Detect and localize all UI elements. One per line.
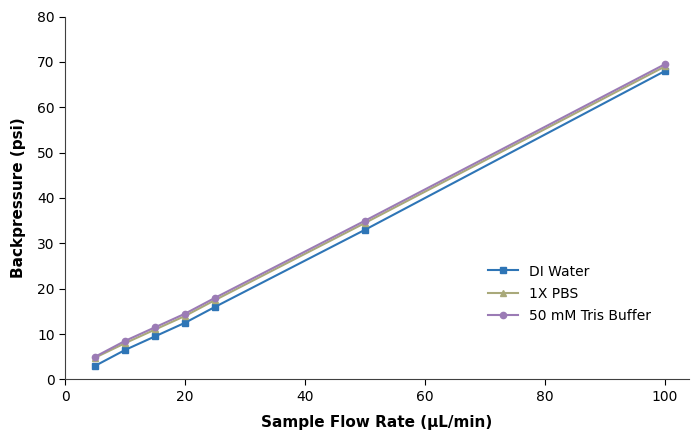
DI Water: [151, 334, 160, 339]
Line: 50 mM Tris Buffer: 50 mM Tris Buffer: [92, 61, 668, 360]
Line: 1X PBS: 1X PBS: [92, 64, 668, 361]
50 mM Tris Buffer: [151, 325, 160, 330]
50 mM Tris Buffer: [91, 354, 99, 359]
1X PBS: [181, 313, 190, 318]
DI Water: [211, 304, 219, 310]
1X PBS: [121, 340, 130, 346]
1X PBS: [661, 64, 669, 69]
DI Water: [661, 68, 669, 74]
50 mM Tris Buffer: [361, 218, 370, 223]
X-axis label: Sample Flow Rate (μL/min): Sample Flow Rate (μL/min): [262, 415, 493, 430]
DI Water: [121, 347, 130, 352]
1X PBS: [211, 297, 219, 303]
1X PBS: [91, 355, 99, 360]
Y-axis label: Backpressure (psi): Backpressure (psi): [11, 118, 26, 278]
Line: DI Water: DI Water: [92, 68, 668, 369]
1X PBS: [361, 220, 370, 225]
50 mM Tris Buffer: [211, 295, 219, 300]
DI Water: [91, 363, 99, 368]
50 mM Tris Buffer: [181, 311, 190, 316]
Legend: DI Water, 1X PBS, 50 mM Tris Buffer: DI Water, 1X PBS, 50 mM Tris Buffer: [482, 259, 657, 329]
DI Water: [181, 320, 190, 325]
50 mM Tris Buffer: [121, 338, 130, 344]
50 mM Tris Buffer: [661, 62, 669, 67]
DI Water: [361, 227, 370, 232]
1X PBS: [151, 327, 160, 332]
